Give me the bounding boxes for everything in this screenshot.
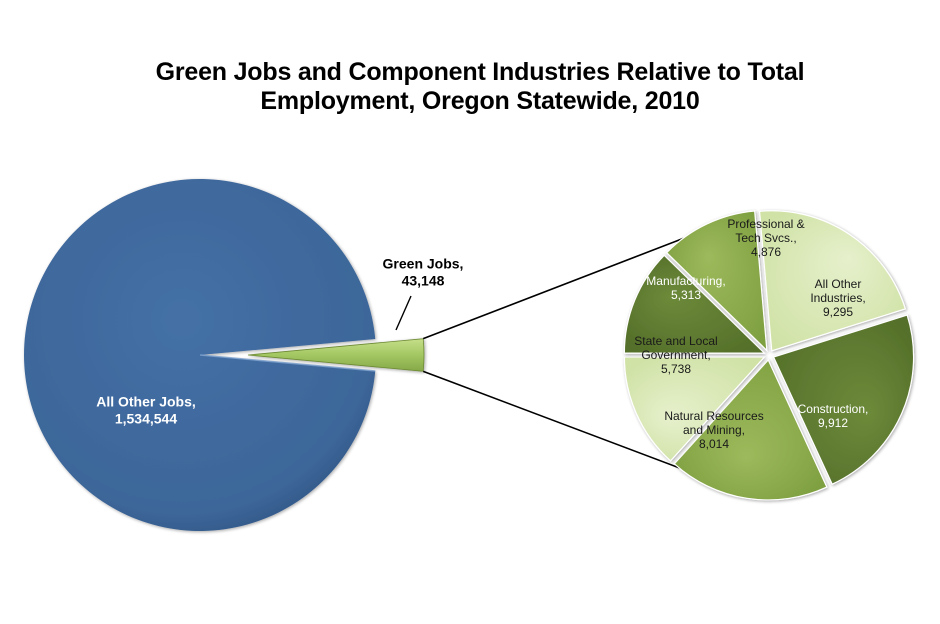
slice-highlight-edge (199, 354, 376, 372)
slice-state-and-local (623, 356, 766, 462)
green-jobs-leader-line (395, 295, 412, 331)
chart-title-line-1: Green Jobs and Component Industries Rela… (155, 58, 805, 86)
slice-manufacturing (623, 254, 766, 354)
slice-label-professional: Professional & Tech Svcs., 4,876 (727, 217, 804, 259)
green-jobs-label: Green Jobs, 43,148 (383, 255, 464, 288)
slice-label-manufacturing: Manufacturing, 5,313 (646, 274, 725, 302)
green-jobs-slice (247, 338, 425, 372)
slice-label-construction: Construction, 9,912 (798, 402, 869, 430)
chart-title: Green Jobs and Component Industries Rela… (0, 58, 940, 116)
slice-all-other (758, 210, 907, 352)
slice-label-state-and-local: State and Local Government, 5,738 (634, 334, 717, 376)
green-jobs-breakdown-pie (623, 210, 915, 501)
chart-title-line-2: Employment, Oregon Statewide, 2010 (260, 87, 700, 115)
connector-line-bottom (422, 370, 723, 485)
connector-line-top (422, 224, 719, 340)
connector-lines (422, 224, 723, 485)
all-other-jobs-slice (24, 179, 376, 532)
all-other-jobs-label: All Other Jobs, 1,534,544 (96, 393, 196, 426)
slice-construction (772, 314, 915, 485)
slice-professional (665, 210, 768, 353)
slice-natural-resources (673, 358, 828, 501)
slice-label-all-other: All Other Industries, 9,295 (810, 277, 865, 319)
total-employment-pie (24, 179, 425, 532)
slice-label-natural-resources: Natural Resources and Mining, 8,014 (664, 409, 763, 451)
data-labels: All Other Jobs, 1,534,544 Green Jobs, 43,14… (96, 217, 868, 451)
